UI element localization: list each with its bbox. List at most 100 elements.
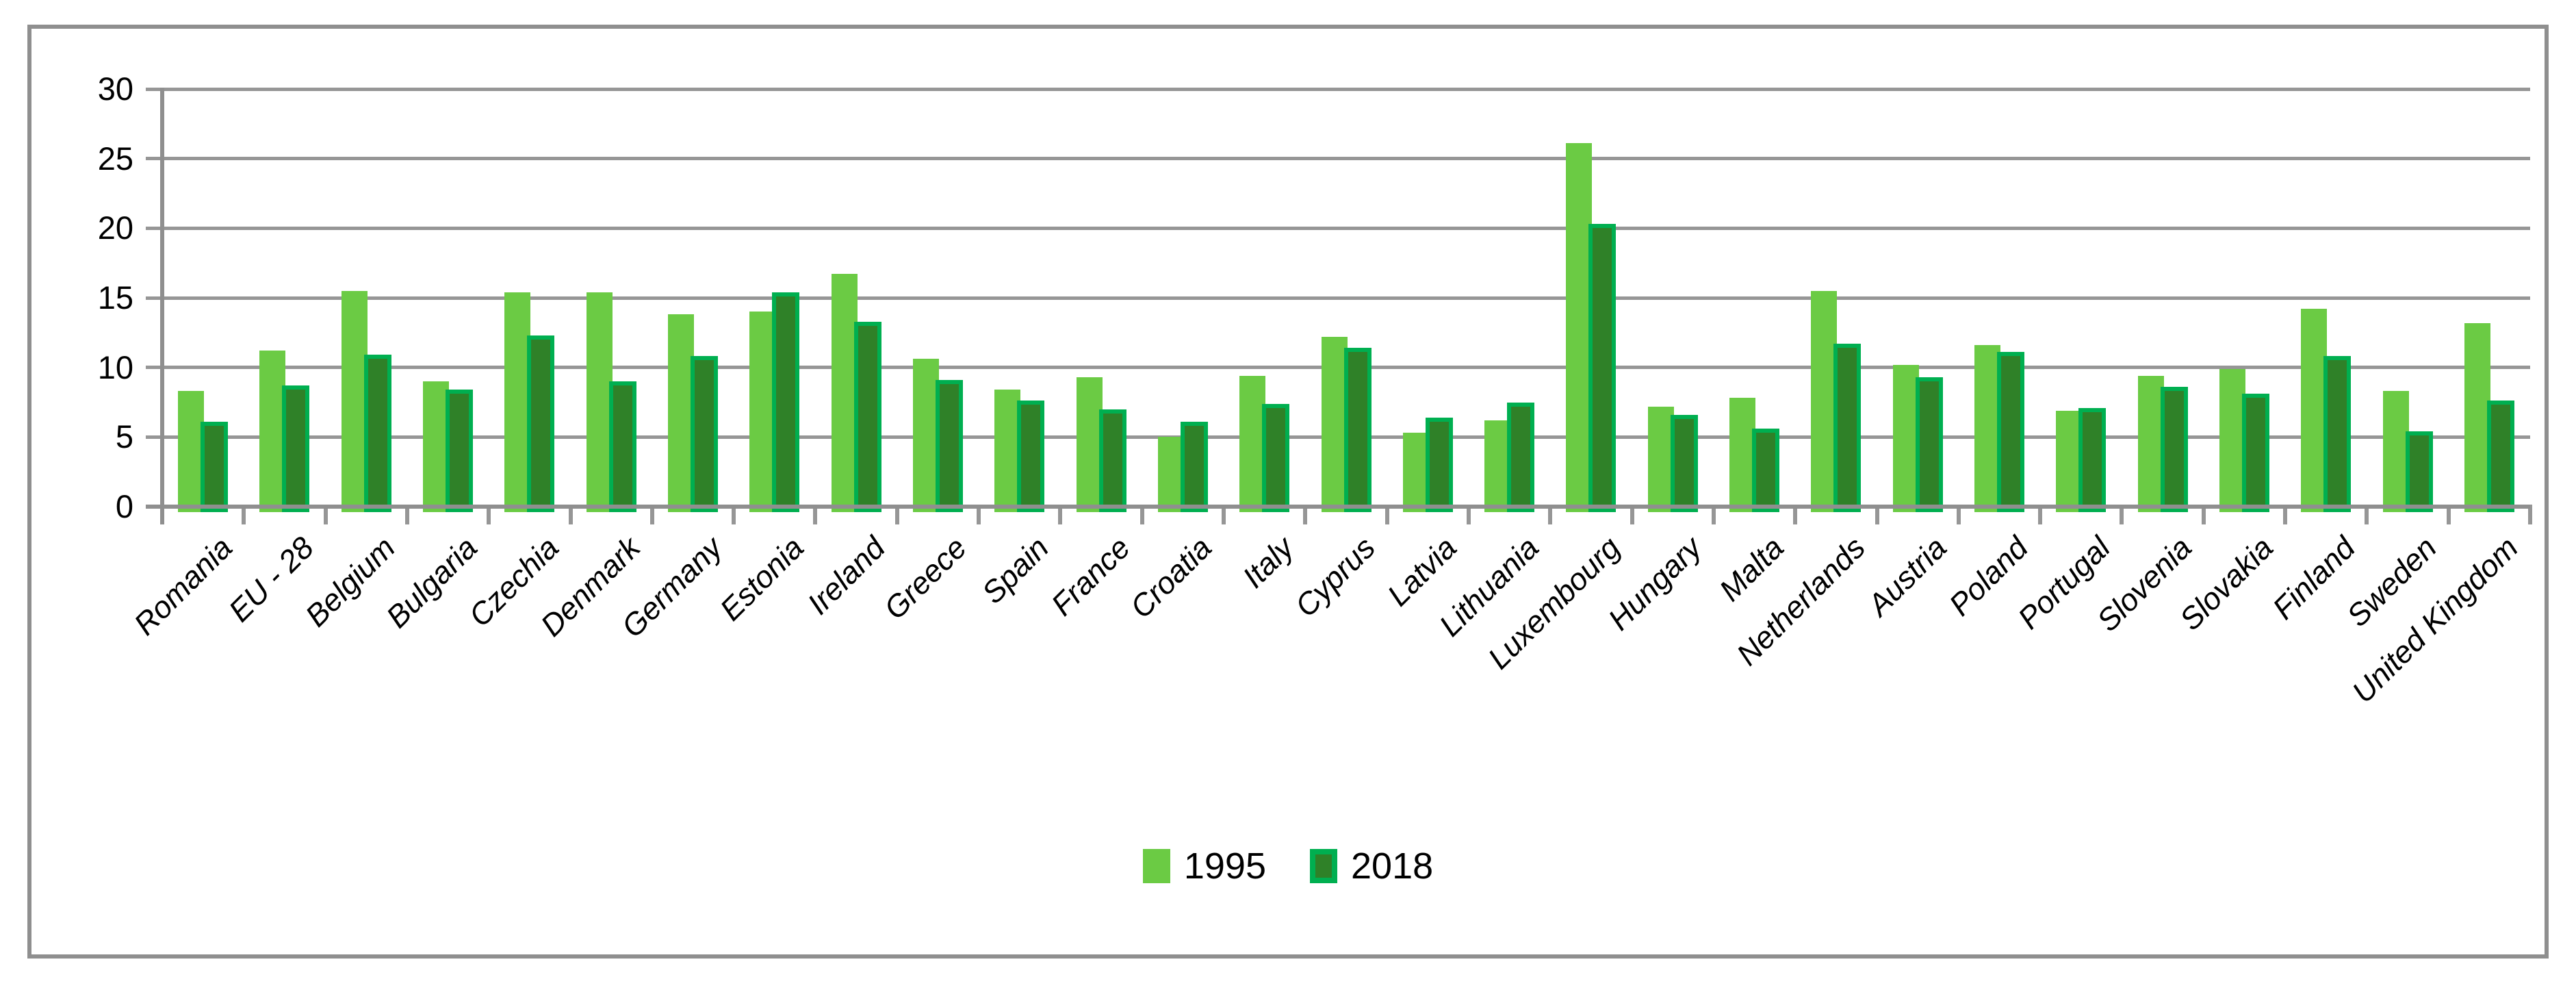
bar-2018-Ireland[interactable] xyxy=(853,321,881,512)
bar-1995-Slovakia[interactable] xyxy=(2219,368,2245,512)
x-axis-tick-27 xyxy=(2365,505,2369,524)
x-axis-tick-11 xyxy=(1058,505,1063,524)
bar-2018-Bulgaria[interactable] xyxy=(446,390,474,512)
bar-2018-Sweden[interactable] xyxy=(2405,431,2433,512)
bar-1995-United Kingdom[interactable] xyxy=(2464,322,2490,512)
bar-1995-Spain[interactable] xyxy=(994,390,1021,512)
bar-1995-Cyprus[interactable] xyxy=(1321,336,1348,512)
bar-1995-Slovenia[interactable] xyxy=(2137,375,2164,512)
bar-2018-Croatia[interactable] xyxy=(1180,421,1208,512)
bar-1995-Finland[interactable] xyxy=(2301,309,2328,512)
bar-1995-Greece[interactable] xyxy=(912,359,939,512)
x-axis-tick-15 xyxy=(1384,505,1389,524)
legend-label-1995: 1995 xyxy=(1183,846,1266,887)
bar-2018-Slovenia[interactable] xyxy=(2160,387,2188,512)
bar-2018-Italy[interactable] xyxy=(1262,403,1290,512)
legend-item-1995[interactable]: 1995 xyxy=(1142,846,1266,887)
bar-2018-United Kingdom[interactable] xyxy=(2486,401,2514,512)
bar-2018-Denmark[interactable] xyxy=(608,381,636,512)
bar-2018-Lithuania[interactable] xyxy=(1507,402,1535,512)
bar-1995-Netherlands[interactable] xyxy=(1811,290,1838,512)
x-axis-tick-5 xyxy=(568,505,573,524)
x-axis-tick-21 xyxy=(1875,505,1879,524)
x-axis-tick-12 xyxy=(1139,505,1144,524)
bar-1995-Bulgaria[interactable] xyxy=(423,381,450,512)
bar-1995-EU - 28[interactable] xyxy=(259,351,286,512)
x-axis-tick-23 xyxy=(2038,505,2043,524)
x-axis-tick-19 xyxy=(1711,505,1716,524)
bar-2018-Germany[interactable] xyxy=(691,356,719,512)
bar-1995-Czechia[interactable] xyxy=(504,292,531,512)
bar-1995-Croatia[interactable] xyxy=(1157,437,1184,512)
bar-2018-Austria[interactable] xyxy=(1915,377,1943,512)
x-axis-tick-8 xyxy=(813,505,818,524)
bar-1995-Austria[interactable] xyxy=(1892,364,1919,512)
y-axis-tick-30 xyxy=(146,87,162,91)
y-axis-line xyxy=(160,88,164,524)
bar-2018-EU - 28[interactable] xyxy=(282,385,310,512)
y-tick-label-0: 0 xyxy=(115,488,133,524)
bar-2018-Poland[interactable] xyxy=(1996,352,2024,512)
legend-label-2018: 2018 xyxy=(1351,846,1434,887)
bar-1995-Latvia[interactable] xyxy=(1402,433,1429,512)
bar-2018-Latvia[interactable] xyxy=(1425,417,1453,512)
x-axis-tick-28 xyxy=(2446,505,2451,524)
bar-2018-Greece[interactable] xyxy=(935,379,963,512)
y-axis-tick-5 xyxy=(146,435,162,439)
bar-1995-Poland[interactable] xyxy=(1974,345,2000,512)
bar-1995-Lithuania[interactable] xyxy=(1484,420,1511,512)
y-axis-tick-20 xyxy=(146,226,162,230)
bar-2018-Luxembourg[interactable] xyxy=(1588,224,1617,512)
x-axis-tick-7 xyxy=(732,505,736,524)
bar-1995-Luxembourg[interactable] xyxy=(1566,143,1593,512)
bar-1995-Italy[interactable] xyxy=(1239,375,1266,512)
x-axis-tick-24 xyxy=(2120,505,2124,524)
bar-1995-Denmark[interactable] xyxy=(586,292,613,512)
bar-1995-Ireland[interactable] xyxy=(831,274,858,512)
legend-item-2018[interactable]: 2018 xyxy=(1310,848,1433,885)
bar-2018-Cyprus[interactable] xyxy=(1343,348,1371,512)
bar-2018-Belgium[interactable] xyxy=(363,355,391,512)
bar-2018-Hungary[interactable] xyxy=(1670,414,1698,512)
y-tick-label-10: 10 xyxy=(97,348,133,385)
bar-2018-Malta[interactable] xyxy=(1752,429,1780,512)
gridline-20 xyxy=(162,226,2530,230)
bar-1995-France[interactable] xyxy=(1076,377,1103,512)
bar-1995-Hungary[interactable] xyxy=(1647,406,1674,512)
bar-2018-Finland[interactable] xyxy=(2323,356,2352,512)
bar-2018-Romania[interactable] xyxy=(201,421,229,512)
bar-1995-Germany[interactable] xyxy=(668,314,695,512)
gridline-30 xyxy=(162,87,2530,91)
bar-1995-Sweden[interactable] xyxy=(2382,391,2409,512)
x-axis-tick-25 xyxy=(2201,505,2206,524)
legend-swatch-1995 xyxy=(1142,849,1170,883)
x-axis-tick-14 xyxy=(1303,505,1308,524)
bar-1995-Estonia[interactable] xyxy=(749,312,776,512)
y-tick-label-20: 20 xyxy=(97,210,133,246)
bar-1995-Belgium[interactable] xyxy=(341,290,368,512)
bar-2018-Estonia[interactable] xyxy=(772,292,800,512)
bar-2018-Czechia[interactable] xyxy=(527,335,555,512)
y-tick-label-25: 25 xyxy=(97,140,133,177)
x-axis-tick-22 xyxy=(1956,505,1961,524)
x-axis-tick-3 xyxy=(404,505,409,524)
bar-2018-Portugal[interactable] xyxy=(2078,407,2107,512)
bar-2018-Spain[interactable] xyxy=(1017,401,1045,512)
y-tick-label-15: 15 xyxy=(97,279,133,316)
bar-2018-France[interactable] xyxy=(1098,409,1126,512)
x-axis-tick-20 xyxy=(1793,505,1798,524)
x-axis-tick-17 xyxy=(1548,505,1553,524)
x-axis-tick-18 xyxy=(1630,505,1634,524)
bar-1995-Romania[interactable] xyxy=(178,391,205,512)
x-axis-tick-16 xyxy=(1466,505,1471,524)
bar-1995-Portugal[interactable] xyxy=(2056,410,2083,512)
x-axis-line xyxy=(146,505,2530,509)
legend: 1995 2018 xyxy=(0,848,2576,885)
bar-2018-Netherlands[interactable] xyxy=(1833,344,1862,512)
y-tick-label-30: 30 xyxy=(97,71,133,107)
y-axis-tick-25 xyxy=(146,157,162,161)
bar-1995-Malta[interactable] xyxy=(1729,398,1756,512)
x-axis-tick-1 xyxy=(242,505,246,524)
bar-2018-Slovakia[interactable] xyxy=(2241,394,2269,512)
